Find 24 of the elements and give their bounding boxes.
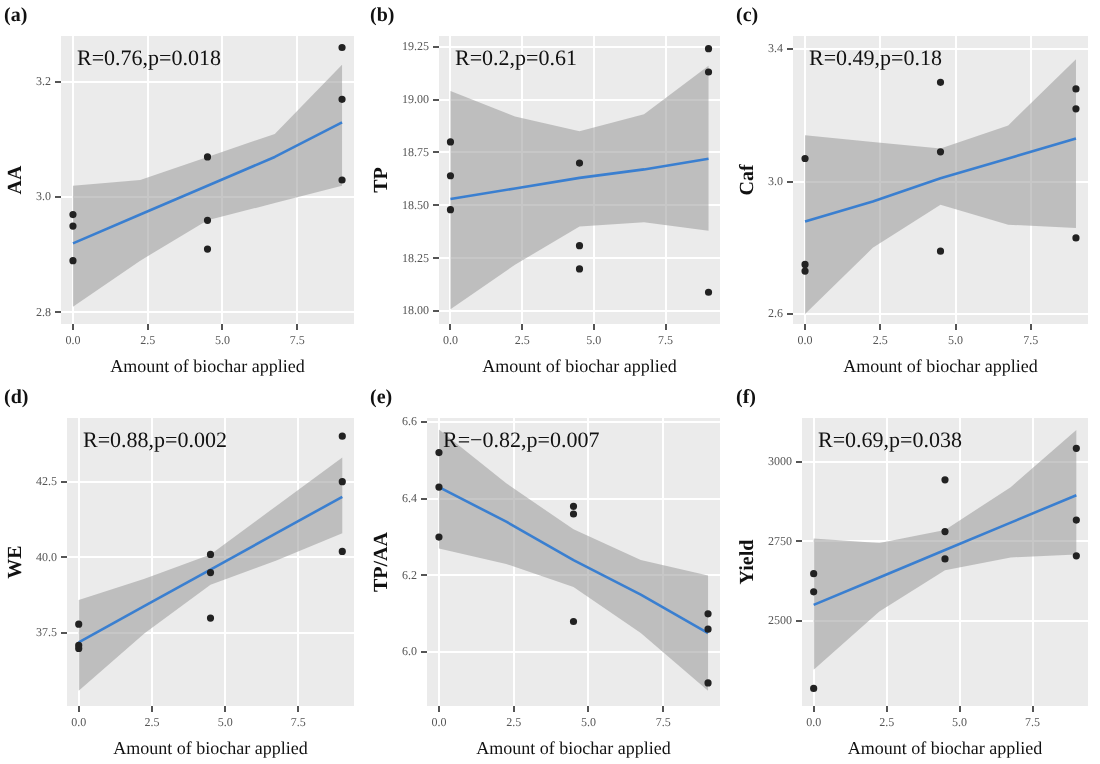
annotation: R=0.49,p=0.18 — [809, 46, 943, 71]
x-axis-title: Amount of biochar applied — [113, 737, 309, 758]
x-axis-title: Amount of biochar applied — [482, 355, 678, 376]
x-axis-title: Amount of biochar applied — [476, 737, 672, 758]
chart-title: (b) — [370, 5, 395, 28]
chart-title: (d) — [4, 387, 29, 410]
y-axis-title: TP/AA — [371, 530, 394, 592]
y-axis-title: Caf — [737, 163, 760, 196]
x-axis-title: Amount of biochar applied — [843, 355, 1039, 376]
annotation: R=0.69,p=0.038 — [818, 428, 963, 453]
x-axis-title: Amount of biochar applied — [110, 355, 306, 376]
x-axis-title: Amount of biochar applied — [847, 737, 1044, 758]
y-axis-title: WE — [5, 544, 28, 579]
annotation: R=0.2,p=0.61 — [455, 46, 577, 71]
chart-title: (a) — [4, 5, 28, 28]
annotation: R=0.88,p=0.002 — [83, 428, 227, 453]
y-axis-title: Yield — [737, 538, 760, 585]
annotation: R=0.76,p=0.018 — [77, 46, 222, 71]
annotation: R=−0.82,p=0.007 — [443, 428, 601, 453]
chart-title: (e) — [370, 387, 393, 410]
y-axis-title: TP — [371, 167, 394, 193]
chart-title: (f) — [736, 387, 756, 410]
chart-title: (c) — [736, 5, 759, 28]
y-axis-title: AA — [5, 164, 28, 195]
